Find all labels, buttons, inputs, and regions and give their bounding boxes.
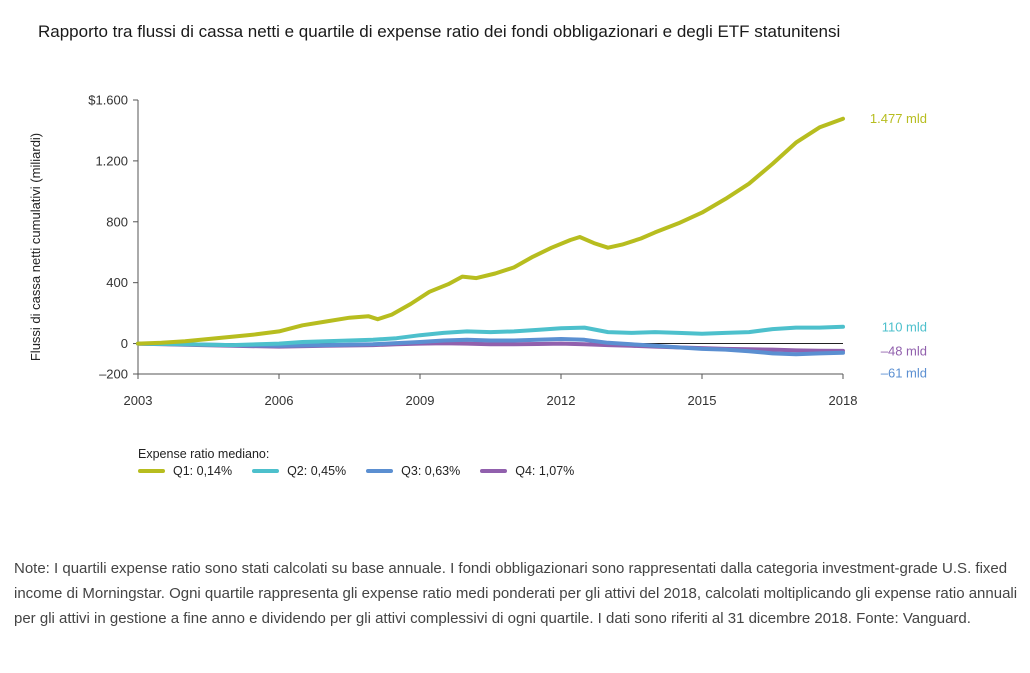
legend-item-q4: Q4: 1,07% [480, 464, 574, 478]
y-tick-label: $1.600 [88, 93, 128, 108]
legend-item-q3: Q3: 0,63% [366, 464, 460, 478]
end-label-q1: 1.477 mld [870, 111, 927, 126]
y-tick-label: –200 [99, 367, 128, 382]
x-axis: 2003 2006 2009 2012 2015 2018 [124, 373, 858, 408]
end-label-q3: –61 mld [881, 365, 927, 380]
x-tick-label: 2006 [265, 393, 294, 408]
series-line-q2 [136, 324, 845, 348]
legend-swatch [252, 469, 280, 473]
legend-swatch [138, 469, 165, 473]
series-line-q1 [136, 116, 845, 346]
x-tick-label: 2012 [547, 393, 576, 408]
legend-swatch [366, 469, 394, 473]
legend-label: Q2: 0,45% [287, 464, 347, 478]
legend-swatch [480, 469, 508, 473]
y-tick-label: 1.200 [95, 153, 128, 168]
end-label-q4: –48 mld [881, 343, 927, 358]
x-tick-label: 2009 [406, 393, 435, 408]
y-tick-label: 0 [121, 336, 128, 351]
legend-label: Q3: 0,63% [401, 464, 461, 478]
series-line-q3 [136, 337, 845, 357]
y-axis-label: Flussi di cassa netti cumulativi (miliar… [28, 133, 43, 361]
footnote: Note: I quartili expense ratio sono stat… [14, 560, 1018, 627]
series-lines [136, 116, 845, 357]
x-tick-label: 2003 [124, 393, 153, 408]
legend: Q1: 0,14% Q2: 0,45% Q3: 0,63% Q4: 1,07% [138, 464, 574, 478]
x-tick-label: 2018 [829, 393, 858, 408]
legend-title: Expense ratio mediano: [138, 447, 270, 461]
x-tick-label: 2015 [688, 393, 717, 408]
y-tick-label: 800 [106, 214, 128, 229]
legend-item-q1: Q1: 0,14% [138, 464, 232, 478]
end-label-q2: 110 mld [882, 319, 927, 334]
y-tick-label: 400 [106, 275, 128, 290]
chart-title: Rapporto tra flussi di cassa netti e qua… [38, 22, 841, 41]
legend-item-q2: Q2: 0,45% [252, 464, 346, 478]
legend-label: Q1: 0,14% [173, 464, 233, 478]
y-axis: $1.600 1.200 800 400 0 –200 [88, 93, 139, 382]
legend-label: Q4: 1,07% [515, 464, 575, 478]
end-labels: 1.477 mld 110 mld –48 mld –61 mld [870, 111, 927, 380]
